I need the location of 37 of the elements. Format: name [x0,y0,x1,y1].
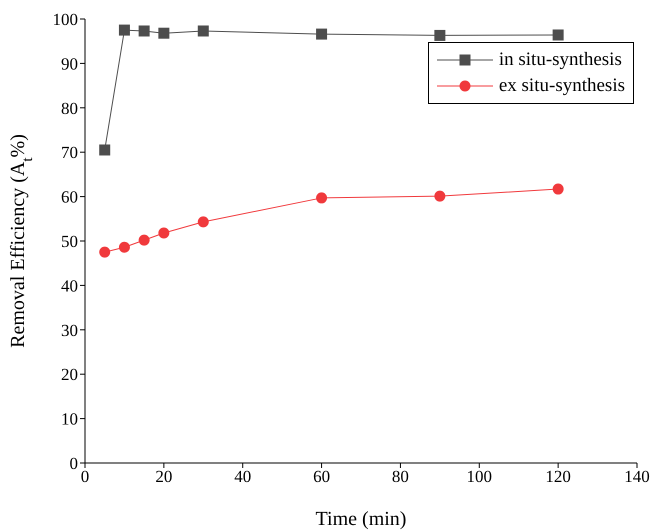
y-tick-label: 40 [61,276,78,296]
legend-label: in situ-synthesis [498,49,622,71]
point [158,228,170,239]
point [552,184,564,195]
point [434,190,446,202]
y-tick-label: 100 [52,10,78,30]
y-tick-label: 0 [70,454,78,474]
point [316,28,328,40]
point [118,24,130,36]
x-tick-label: 100 [466,467,492,486]
point [198,25,209,36]
point [99,144,110,156]
y-tick-label: 80 [61,98,78,118]
point [434,30,446,41]
x-tick-label: 140 [624,467,650,486]
y-tick-label: 20 [61,365,78,384]
point [99,246,110,258]
legend-label: ex situ-synthesis [498,75,625,97]
point [316,192,328,204]
x-axis-title: Time (min) [316,508,406,530]
y-tick-label: 90 [61,54,78,74]
point [118,242,130,253]
point [552,29,564,40]
x-tick-label: 120 [545,467,571,486]
point [138,234,150,246]
point [158,28,170,39]
y-tick-label: 60 [61,188,78,207]
x-tick-label: 20 [155,467,172,486]
point [138,25,150,36]
x-tick-label: 40 [234,467,252,486]
y-tick-label: 10 [61,410,78,429]
x-tick-label: 60 [313,467,330,486]
y-tick-label: 70 [61,143,78,162]
point [198,216,209,228]
y-tick-label: 30 [61,320,78,340]
x-tick-label: 80 [392,467,409,486]
y-tick-label: 50 [61,232,78,252]
